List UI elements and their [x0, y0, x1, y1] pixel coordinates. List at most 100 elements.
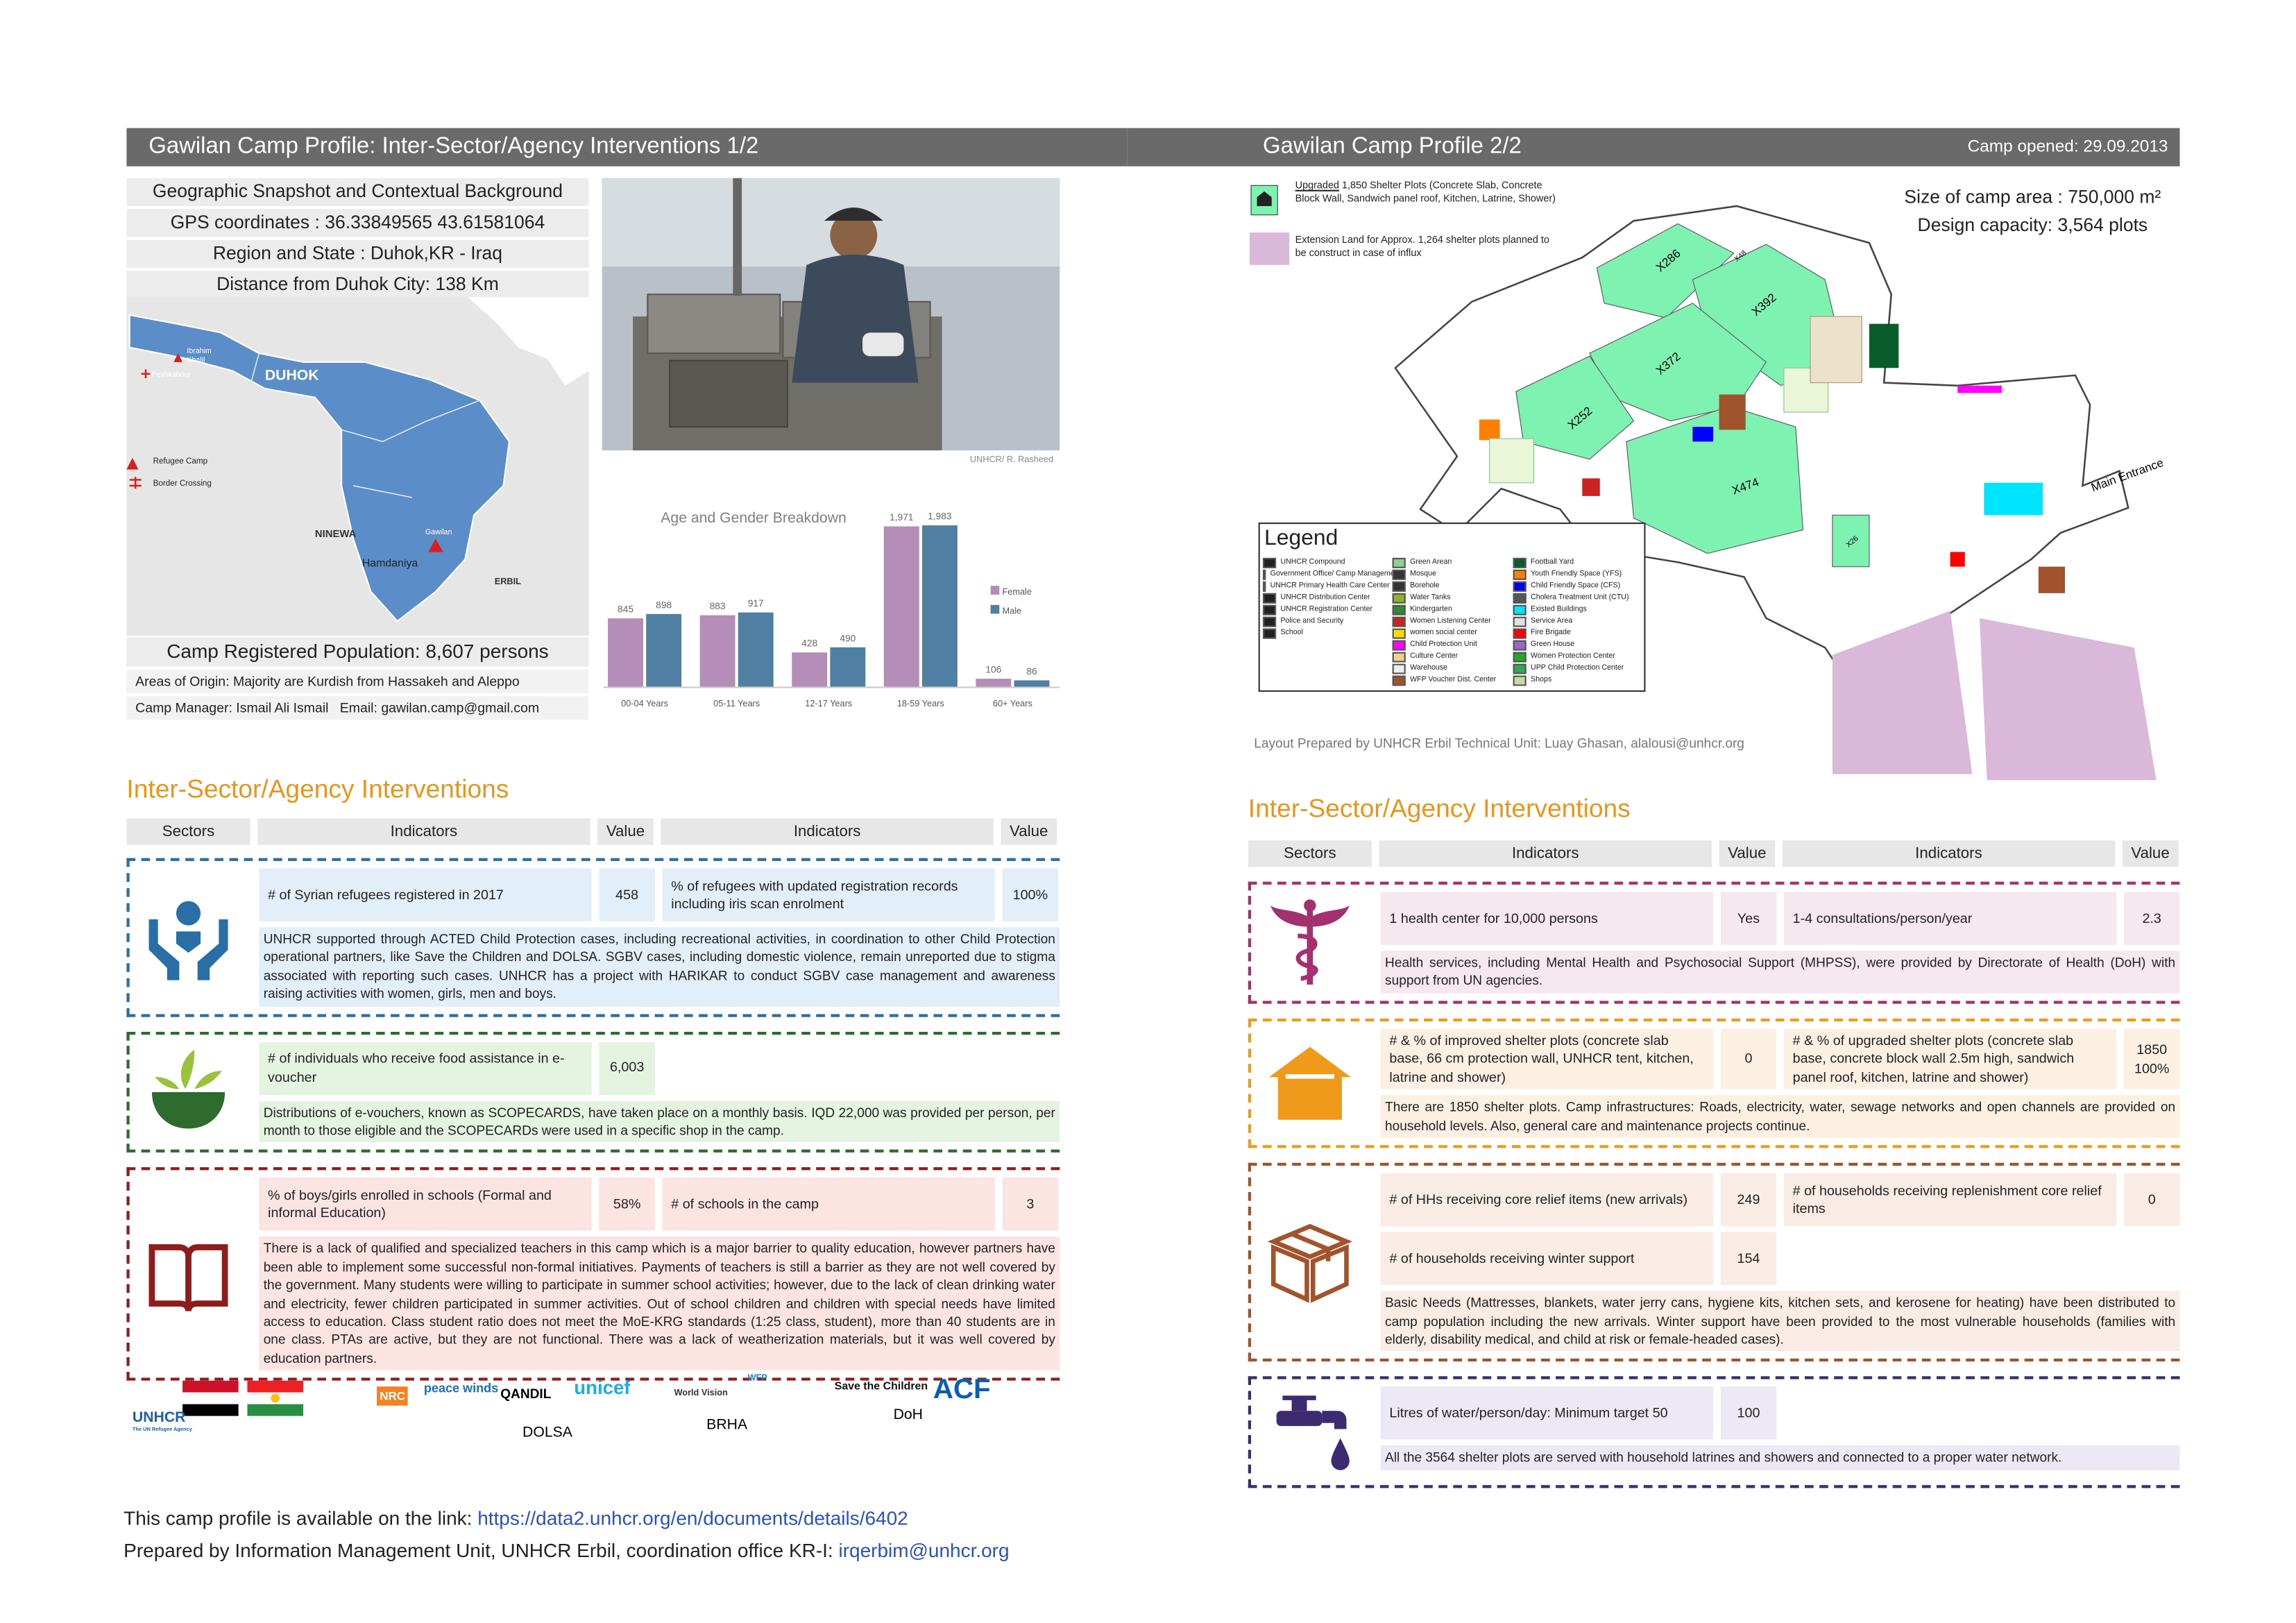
camp-layout-map-part — [1692, 427, 1714, 442]
legend-label: Female — [1003, 586, 1032, 597]
map-label: NINEWA — [314, 529, 357, 541]
sector-description: Health services, including Mental Health… — [1380, 951, 2180, 994]
camp-layout-map-part — [1957, 385, 2002, 393]
legend-label: Police and Security — [1280, 616, 1344, 626]
indicator-text: # of households receiving winter support — [1380, 1232, 1714, 1286]
region: Region and State : Duhok,KR - Iraq — [126, 239, 589, 269]
map-label: Hamdaniya — [362, 556, 418, 570]
origin: Areas of Origin: Majority are Kurdish fr… — [126, 670, 589, 694]
legend-item: UNHCR Distribution Center — [1262, 592, 1389, 604]
bar — [738, 612, 774, 688]
legend-swatch — [1513, 651, 1527, 662]
location-map-part — [126, 457, 139, 470]
map-label: Ibrahim Khalil — [187, 347, 212, 366]
legend-label: Football Yard — [1531, 557, 1574, 567]
legend-swatch — [1513, 592, 1527, 603]
camp-photo-part — [602, 178, 1060, 266]
camp-opened: Camp opened: 29.09.2013 — [1967, 138, 2168, 156]
map-label: Peshkabour — [151, 371, 192, 380]
indicator-row: # of Syrian refugees registered in 2017 4… — [259, 868, 1060, 921]
population: Camp Registered Population: 8,607 person… — [126, 637, 589, 667]
column-header: Indicators — [257, 818, 590, 845]
map-label: Gawilan — [425, 528, 452, 538]
flags-part — [182, 1380, 239, 1393]
camp-photo-part — [669, 359, 788, 428]
legend-item: Child Protection Unit — [1392, 639, 1525, 651]
camp-size: Size of camp area : 750,000 m² — [1904, 187, 2161, 208]
indicator-value: 0 — [1720, 1028, 1777, 1090]
legend-label: Child Friendly Space (CFS) — [1531, 581, 1621, 590]
icon-graphic-part — [1291, 1231, 1331, 1261]
footer-link-line: This camp profile is available on the li… — [124, 1507, 908, 1529]
section-heading: Inter-Sector/Agency Interventions — [126, 774, 509, 804]
sector-description: Distributions of e-vouchers, known as SC… — [259, 1100, 1060, 1143]
sector-body: # of individuals who receive food assist… — [259, 1042, 1060, 1143]
flags-part — [271, 1393, 280, 1403]
camp-photo — [602, 178, 1060, 451]
icon-graphic — [1270, 900, 1350, 985]
indicator-text: % of boys/girls enrolled in schools (For… — [259, 1178, 592, 1232]
upgraded-label: Upgraded — [1295, 180, 1339, 192]
icon-graphic-part — [197, 919, 228, 980]
data-label: 898 — [656, 600, 672, 610]
data-label: 883 — [710, 601, 726, 611]
legend-swatch — [1513, 604, 1527, 615]
legend-label: Cholera Treatment Unit (CTU) — [1531, 593, 1629, 602]
column-header: Value — [1719, 840, 1776, 867]
location-map-part — [141, 369, 151, 379]
partner-logo: NRC — [377, 1386, 409, 1406]
contact-email[interactable]: irqerbim@unhcr.org — [838, 1539, 1010, 1562]
location-map-part — [249, 352, 480, 498]
x-tick-label: 18-59 Years — [897, 698, 944, 708]
legend-label: Youth Friendly Space (YFS) — [1531, 569, 1622, 579]
icon-graphic — [148, 901, 228, 980]
legend-item: UNHCR Registration Center — [1262, 604, 1389, 615]
sector-block: # of Syrian refugees registered in 2017 4… — [126, 858, 1060, 1017]
bar — [699, 615, 735, 688]
column-headers: Sectors Indicators Value Indicators Value — [1248, 840, 2179, 867]
profile-link[interactable]: https://data2.unhcr.org/en/documents/det… — [477, 1507, 908, 1529]
legend-title: Legend — [1264, 525, 1338, 551]
indicator-value: 154 — [1720, 1232, 1777, 1286]
legend-item: Cholera Treatment Unit (CTU) — [1513, 592, 1646, 604]
bar — [1014, 680, 1050, 688]
map-label: DUHOK — [264, 368, 319, 384]
flags-part — [182, 1404, 239, 1416]
legend-label: Culture Center — [1410, 652, 1459, 661]
extension-note: Extension Land for Approx. 1,264 shelter… — [1295, 235, 1549, 259]
camp-layout-map-part — [1479, 419, 1500, 441]
legend-label: UNHCR Compound — [1280, 557, 1345, 567]
legend-item: Warehouse — [1392, 663, 1525, 674]
indicator-text: Litres of water/person/day: Minimum targ… — [1380, 1386, 1714, 1441]
sector-block: # of individuals who receive food assist… — [126, 1031, 1060, 1153]
column-header: Indicators — [1379, 840, 1712, 867]
camp-layout-map — [1249, 185, 2157, 781]
legend-label: UNHCR Primary Health Care Center — [1270, 581, 1390, 590]
legend-swatch — [1392, 580, 1406, 591]
flags-part — [247, 1380, 303, 1393]
indicator-value: 0 — [2123, 1173, 2180, 1227]
legend-item: Women Protection Center — [1513, 651, 1646, 663]
legend-item: Police and Security — [1262, 615, 1389, 627]
camp-photo-part — [792, 254, 919, 383]
camp-photo-part — [862, 332, 904, 357]
data-label: 917 — [748, 598, 764, 609]
location-map — [126, 297, 589, 636]
indicator-value: Yes — [1720, 892, 1777, 945]
legend-column: UNHCR Compound Government Office/ Camp Ma… — [1262, 556, 1400, 639]
icon-graphic-part — [1304, 900, 1316, 912]
column-header: Sectors — [1248, 840, 1372, 867]
sector-description: UNHCR supported through ACTED Child Prot… — [259, 927, 1060, 1007]
legend-swatch — [1513, 580, 1527, 591]
legend-item: Kindergarten — [1392, 604, 1525, 615]
footer-prepared-line: Prepared by Information Management Unit,… — [124, 1540, 1009, 1562]
sector-body: % of boys/girls enrolled in schools (For… — [259, 1178, 1060, 1371]
legend-label: women social center — [1410, 628, 1477, 638]
flags — [182, 1380, 239, 1416]
bar — [608, 618, 643, 688]
camp-photo-part — [824, 207, 883, 221]
indicator-row: Litres of water/person/day: Minimum targ… — [1380, 1386, 2180, 1441]
data-label: 86 — [1026, 666, 1037, 677]
icon-graphic-part — [151, 1091, 226, 1129]
